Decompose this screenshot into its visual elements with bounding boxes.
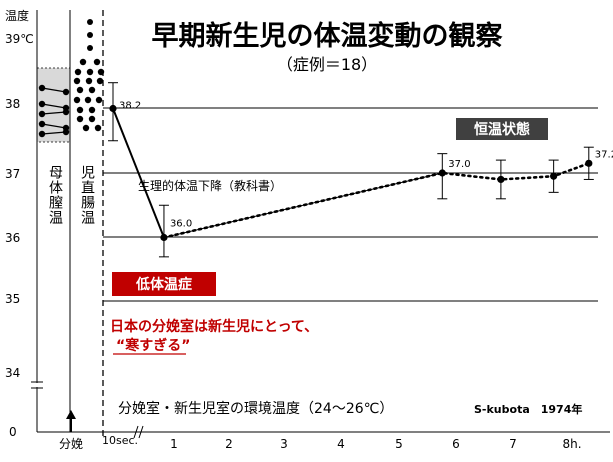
y-axis-break xyxy=(31,381,43,389)
infant-rectal-dot-cluster xyxy=(73,19,105,132)
x-tick-label-6: 6 xyxy=(452,437,460,451)
y-tick-label-38: 38 xyxy=(5,97,20,111)
cluster-dot-0 xyxy=(79,58,87,66)
maternal-connector-4 xyxy=(41,131,67,135)
cluster-dot-8 xyxy=(76,86,84,94)
y-tick-label-39: 39℃ xyxy=(5,32,34,46)
maternal-connector-3 xyxy=(41,123,67,129)
cluster-dot-10 xyxy=(73,96,81,104)
series-drop-segment xyxy=(112,108,165,238)
data-label-2: 37.0 xyxy=(448,159,470,170)
maternal-readings xyxy=(38,84,70,138)
maternal-dot-start-2 xyxy=(38,110,46,118)
physiological-drop-label: 生理的体温下降（教科書） xyxy=(138,178,282,193)
cluster-dot-2 xyxy=(74,68,82,76)
hypothermia-badge xyxy=(112,272,216,296)
x-tick-label-3: 3 xyxy=(280,437,288,451)
cluster-dot-7 xyxy=(96,77,104,85)
y-axis-unit-label: 温度 xyxy=(5,8,29,23)
y-tick-label-0: 0 xyxy=(9,425,17,439)
textbook-trend-line xyxy=(163,172,443,238)
x-tick-label-5: 5 xyxy=(395,437,403,451)
x-tick-label-10sec: 10sec. xyxy=(102,434,138,447)
data-label-0: 38.2 xyxy=(119,101,141,112)
x-tick-label-2: 2 xyxy=(225,437,233,451)
cluster-dot-16 xyxy=(88,115,96,123)
maternal-dot-start-4 xyxy=(38,130,46,138)
series-recovery-dotted-line xyxy=(162,162,591,239)
x-tick-label-4: 4 xyxy=(337,437,345,451)
cluster-dot-18 xyxy=(94,124,102,132)
hypothermia-badge-label: 低体温症 xyxy=(135,276,192,293)
x-tick-label-7: 7 xyxy=(509,437,517,451)
cluster-dot-5 xyxy=(73,77,81,85)
maternal-dot-start-3 xyxy=(38,120,46,128)
credit-label: S-kubota 1974年 xyxy=(474,402,582,416)
data-label-1: 36.0 xyxy=(170,219,192,230)
cluster-dot-13 xyxy=(76,106,84,114)
cluster-dot-15 xyxy=(76,115,84,123)
homeothermic-badge-label: 恒温状態 xyxy=(474,121,530,138)
data-point-5 xyxy=(585,159,593,167)
infant-column-label: 児直腸温 xyxy=(79,165,95,225)
x-tick-label-1: 1 xyxy=(170,437,178,451)
cluster-dot-6 xyxy=(85,77,93,85)
y-tick-label-34: 34 xyxy=(5,366,20,380)
maternal-dot-end-4 xyxy=(62,128,70,136)
cluster-dot-11 xyxy=(84,96,92,104)
x-tick-labels-hours: 1 2 3 4 5 6 7 8h. xyxy=(170,437,581,451)
data-point-4 xyxy=(550,172,558,180)
y-tick-label-35: 35 xyxy=(5,292,20,306)
warning-text-line2: “寒すぎる” xyxy=(116,337,190,354)
data-point-2 xyxy=(438,169,446,177)
cluster-dot-3 xyxy=(86,68,94,76)
y-tick-label-36: 36 xyxy=(5,231,20,245)
data-point-1 xyxy=(160,233,168,242)
birth-arrow-head xyxy=(66,410,76,419)
cluster-dot-top-1 xyxy=(87,32,93,38)
maternal-dot-start-0 xyxy=(38,84,46,92)
maternal-connector-0 xyxy=(41,87,67,93)
y-tick-label-37: 37 xyxy=(5,167,20,181)
ambient-temperature-label: 分娩室・新生児室の環境温度（24～26℃） xyxy=(118,400,393,417)
maternal-dot-end-0 xyxy=(62,88,70,96)
cluster-dot-12 xyxy=(95,96,103,104)
cluster-dot-9 xyxy=(88,86,96,94)
chart-subtitle: （症例＝18） xyxy=(277,55,377,74)
data-point-3 xyxy=(497,175,505,184)
x-axis-break xyxy=(133,425,144,439)
x-tick-label-birth: 分娩 xyxy=(59,437,83,451)
maternal-connector-1 xyxy=(41,103,67,109)
chart-title: 早期新生児の体温変動の観察 xyxy=(152,20,504,52)
cluster-dot-top-2 xyxy=(87,45,93,51)
maternal-column-label: 母体膣温 xyxy=(47,165,63,225)
homeothermic-badge xyxy=(456,118,548,140)
x-tick-label-8: 8h. xyxy=(562,437,581,451)
maternal-dot-start-1 xyxy=(38,100,46,108)
maternal-dot-end-2 xyxy=(62,108,70,116)
data-point-0 xyxy=(109,104,117,113)
cluster-dot-1 xyxy=(93,58,101,66)
cluster-dot-4 xyxy=(97,68,105,76)
cluster-dot-14 xyxy=(88,106,96,114)
warning-text-line1: 日本の分娩室は新生児にとって、 xyxy=(110,318,318,335)
data-label-5: 37.2 xyxy=(595,149,613,160)
cluster-dot-top-0 xyxy=(87,19,93,25)
data-series: 38.2 36.0 37.0 37.2 xyxy=(108,82,613,258)
maternal-connector-2 xyxy=(41,111,67,115)
cluster-dot-17 xyxy=(82,124,90,132)
